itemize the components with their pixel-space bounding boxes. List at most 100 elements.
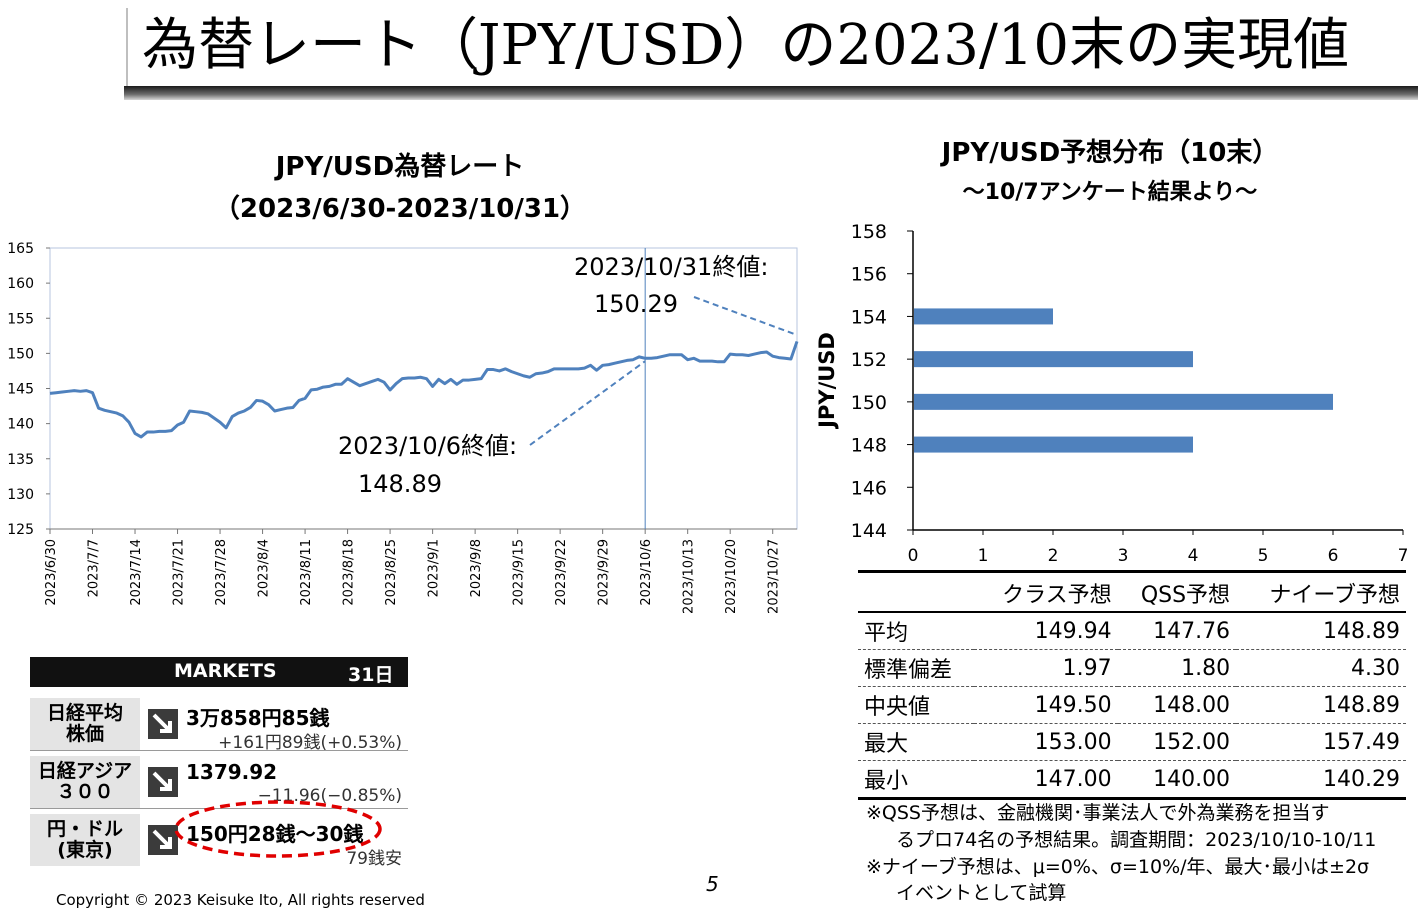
- annotation-label-oct6: 2023/10/6終値:: [338, 432, 517, 460]
- markets-change: 79銭安: [346, 849, 402, 869]
- markets-row-label: 日経平均 株価: [30, 698, 140, 750]
- annotation-label-oct31: 2023/10/31終値:: [574, 253, 768, 281]
- table-row: 標準偏差 1.97 1.80 4.30: [858, 649, 1406, 687]
- annotation-value-oct6: 148.89: [358, 470, 442, 498]
- copyright: Copyright © 2023 Keisuke Ito, All rights…: [56, 891, 425, 909]
- y-tick-label: 140: [7, 417, 34, 433]
- stats-cell: 1.80: [1117, 649, 1237, 687]
- markets-label-line2: ３００: [56, 781, 114, 803]
- markets-row-asia300: 日経アジア ３００ 1379.92 −11.96(−0.85%): [30, 756, 408, 809]
- stats-cell: 157.49: [1236, 723, 1406, 761]
- y-tick-label: 165: [7, 241, 34, 257]
- note-line: ※QSS予想は、金融機関･事業法人で外為業務を担当す: [866, 802, 1330, 824]
- markets-value: 1379.92: [186, 760, 278, 784]
- line-chart: 125 130 135 140 145 150 155 160 165 2023/6/30 2023…: [7, 241, 799, 614]
- x-tick-label: 2023/8/4: [257, 539, 272, 597]
- table-row: 平均 149.94 147.76 148.89: [858, 612, 1406, 650]
- x-tick-label: 2: [1048, 546, 1059, 566]
- annotation-leader-oct31: [693, 296, 798, 336]
- bar-150: [914, 393, 1333, 410]
- markets-header-label: MARKETS: [174, 660, 277, 682]
- stats-header-cell: QSS予想: [1117, 570, 1237, 613]
- stats-row-label: 最小: [858, 760, 974, 800]
- markets-label-line2: 株価: [65, 723, 104, 745]
- y-tick-label: 155: [7, 311, 34, 327]
- markets-change: +161円89銭(+0.53%): [218, 733, 402, 753]
- note-line: ※ナイーブ予想は、μ=0%、σ=10%/年、最大･最小は±2σ: [866, 856, 1370, 878]
- note-line: るプロ74名の予想結果。調査期間：2023/10/10-10/11: [896, 829, 1377, 851]
- x-tick-label: 2023/7/21: [172, 539, 187, 606]
- markets-row-yen-dollar: 円・ドル (東京) 150円28銭〜30銭 79銭安: [30, 814, 408, 869]
- bar-chart-subtitle: 〜10/7アンケート結果より〜: [962, 180, 1258, 205]
- arrow-down-right-icon: [148, 825, 178, 855]
- markets-label-line1: 日経平均: [46, 702, 123, 724]
- line-plot-area: [49, 247, 798, 530]
- stats-row-label: 中央値: [858, 686, 974, 724]
- stats-cell: 147.76: [1117, 612, 1237, 650]
- x-tick-label: 2023/10/6: [639, 539, 654, 606]
- markets-row-nikkei: 日経平均 株価 3万858円85銭 +161円89銭(+0.53%): [30, 698, 408, 753]
- y-tick-label: 130: [7, 487, 34, 503]
- stats-cell: 149.94: [974, 612, 1118, 650]
- stats-cell: 147.00: [974, 760, 1118, 800]
- y-tick-label: 160: [7, 276, 34, 292]
- table-row: 中央値 149.50 148.00 148.89: [858, 686, 1406, 724]
- annotation-value-oct31: 150.29: [594, 290, 678, 318]
- x-tick-label: 2023/9/8: [469, 539, 484, 597]
- note-line: イベントとして試算: [896, 882, 1067, 904]
- y-tick-label: 125: [7, 522, 34, 538]
- x-tick-label: 2023/7/14: [129, 539, 144, 606]
- page-title: 為替レート（JPY/USD）の2023/10末の実現値: [142, 13, 1350, 78]
- markets-row-label: 円・ドル (東京): [30, 814, 140, 866]
- stats-row-label: 平均: [858, 612, 974, 650]
- stats-table: クラス予想 QSS予想 ナイーブ予想 平均 149.94 147.76 148.…: [858, 570, 1406, 800]
- stats-cell: 152.00: [1117, 723, 1237, 761]
- stats-header-cell: クラス予想: [974, 570, 1118, 613]
- y-tick-label: 148: [851, 435, 887, 457]
- stats-cell: 4.30: [1236, 649, 1406, 687]
- x-tick-label: 2023/9/1: [427, 539, 442, 597]
- markets-label-line1: 日経アジア: [37, 760, 133, 782]
- annotation-leader-oct6: [529, 360, 646, 446]
- x-tick-label: 7: [1398, 546, 1409, 566]
- x-tick-label: 6: [1328, 546, 1339, 566]
- x-tick-label: 4: [1188, 546, 1199, 566]
- stats-cell: 148.89: [1236, 612, 1406, 650]
- markets-header-day: 31日: [348, 664, 394, 686]
- stats-cell: 153.00: [974, 723, 1118, 761]
- x-tick-label: 5: [1258, 546, 1269, 566]
- markets-value: 150円28銭〜30銭: [186, 822, 364, 846]
- stats-header-row: クラス予想 QSS予想 ナイーブ予想: [858, 570, 1406, 613]
- y-tick-label: 145: [7, 382, 34, 398]
- y-tick-label: 135: [7, 452, 34, 468]
- line-chart-subtitle: （2023/6/30-2023/10/31）: [213, 194, 587, 224]
- x-tick-label: 2023/9/29: [597, 539, 612, 606]
- y-tick-label: 146: [851, 477, 887, 499]
- stats-row-label: 最大: [858, 723, 974, 761]
- x-tick-label: 2023/8/11: [299, 539, 314, 606]
- y-tick-label: 152: [851, 349, 887, 371]
- bar-chart-title: JPY/USD予想分布（10末）: [941, 138, 1279, 168]
- table-row: 最小 147.00 140.00 140.29: [858, 760, 1406, 800]
- series-line-jpyusd: [49, 340, 799, 439]
- bar-152: [914, 351, 1193, 368]
- stats-cell: 1.97: [974, 649, 1118, 687]
- x-tick-label: 2023/9/22: [554, 539, 569, 606]
- line-chart-title: JPY/USD為替レート: [275, 152, 525, 182]
- markets-label-line2: (東京): [57, 839, 113, 861]
- y-tick-label: 156: [851, 264, 887, 286]
- bar-148: [914, 436, 1193, 453]
- x-tick-label: 2023/9/15: [512, 539, 527, 606]
- y-tick-label: 150: [851, 392, 887, 414]
- x-tick-label: 1: [978, 546, 989, 566]
- x-tick-label: 2023/10/13: [682, 539, 697, 614]
- stats-row-label: 標準偏差: [858, 649, 974, 687]
- markets-value: 3万858円85銭: [186, 706, 330, 730]
- x-tick-label: 2023/7/7: [87, 539, 102, 597]
- highlight-ellipse: [174, 800, 382, 858]
- bar-chart: 144 146 148 150 152 154 156 158 0 1 2 3 4 5 6 7 JPY/USD: [815, 221, 1409, 566]
- bar-154: [914, 308, 1053, 325]
- title-bar: [126, 8, 1418, 90]
- x-tick-label: 3: [1118, 546, 1129, 566]
- stats-cell: 148.89: [1236, 686, 1406, 724]
